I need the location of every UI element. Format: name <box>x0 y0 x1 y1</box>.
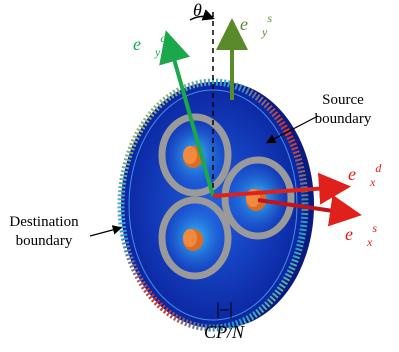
destination-pointer <box>90 228 120 236</box>
theta-label: θ <box>193 0 202 20</box>
ey-d-label: e⃗yd <box>133 31 167 59</box>
ex-d-label: e⃗xd <box>348 161 382 189</box>
figure: θ e⃗yd e⃗ys e⃗xd e⃗xs Sourceboundary Des… <box>0 0 399 352</box>
ex-s-label: e⃗xs <box>345 221 377 249</box>
cpn-label: CP/N <box>204 322 245 342</box>
ey-s-label: e⃗ys <box>240 11 272 39</box>
